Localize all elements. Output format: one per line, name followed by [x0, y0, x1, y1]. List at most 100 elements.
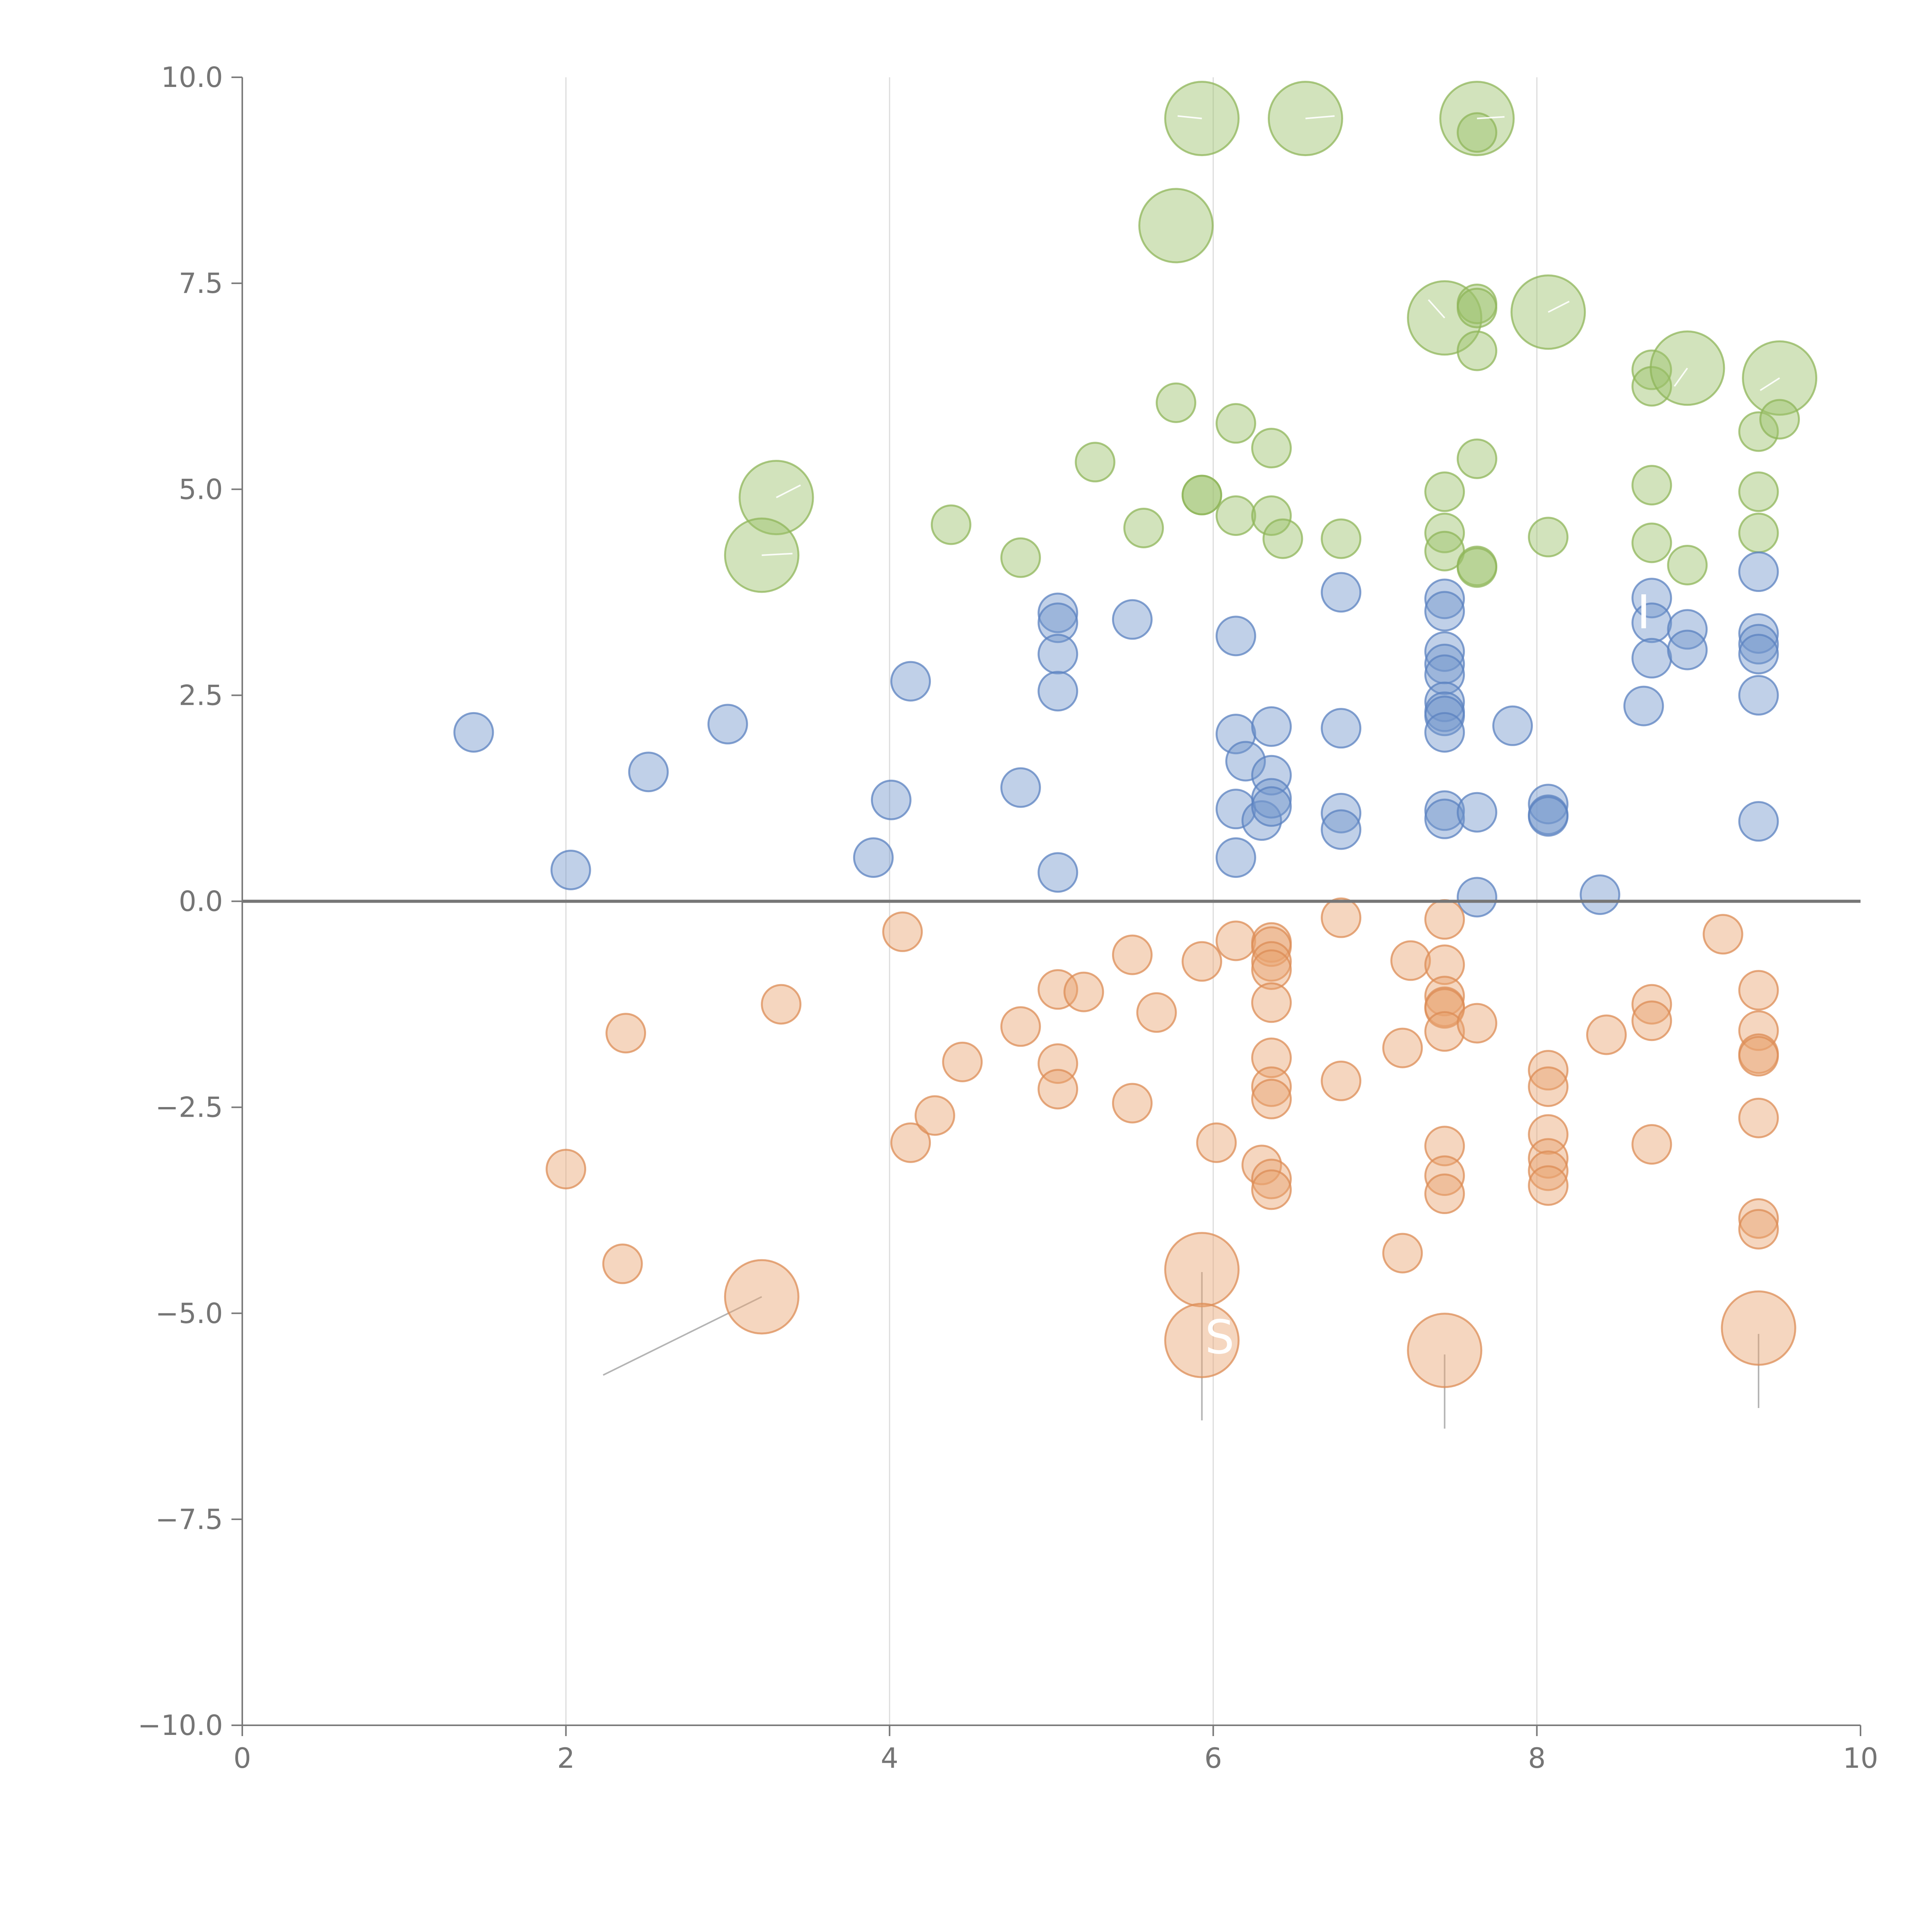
- bubble-orange: [602, 1243, 643, 1284]
- series-green: [724, 81, 1818, 593]
- bubble-green: [1424, 512, 1465, 553]
- bubble-green: [1738, 471, 1779, 512]
- bubble-green: [1424, 471, 1465, 512]
- bubble-orange: [1528, 1066, 1569, 1107]
- bubble-orange: [1424, 1126, 1465, 1167]
- bubble-orange: [1528, 1165, 1569, 1206]
- bubble-blue: [1251, 778, 1292, 819]
- bubble-orange: [1738, 1198, 1779, 1239]
- y-tick-label: 7.5: [179, 267, 223, 299]
- bubble-green: [1759, 399, 1800, 440]
- bubble-orange: [1251, 1169, 1292, 1210]
- bubble-blue: [1215, 616, 1256, 656]
- bubble-blue: [1623, 685, 1664, 726]
- bubble-blue: [1321, 793, 1362, 833]
- bubble-orange: [1321, 897, 1362, 938]
- bubble-orange: [1251, 926, 1292, 967]
- bubble-orange: [1738, 1036, 1779, 1077]
- leader-lines: [603, 1272, 1760, 1429]
- bubble-blue: [707, 704, 748, 745]
- bubble-green: [1456, 112, 1497, 153]
- bubble-orange: [1215, 920, 1256, 961]
- bubble-blue: [1037, 634, 1078, 675]
- bubble-green: [1631, 366, 1672, 407]
- leader-line-white: [776, 484, 801, 498]
- bubble-green: [1667, 544, 1708, 585]
- bubble-green: [1123, 507, 1164, 548]
- bubble-orange: [1321, 1060, 1362, 1101]
- bubble-orange: [1251, 941, 1292, 982]
- y-tick-label: −5.0: [155, 1297, 223, 1330]
- bubble-blue: [1424, 790, 1465, 831]
- bubble-orange: [1196, 1122, 1237, 1163]
- bubble-green: [1631, 522, 1672, 563]
- bubble-green: [1631, 465, 1672, 506]
- bubble-orange: [1424, 1155, 1465, 1196]
- bubble-blue: [1424, 591, 1465, 632]
- leader-line-white: [762, 553, 793, 556]
- bubble-blue: [1738, 551, 1779, 592]
- overlay-label: I: [1637, 586, 1650, 639]
- x-tick-label: 6: [1204, 1742, 1222, 1774]
- bubble-blue: [1738, 675, 1779, 716]
- leader-line-white: [1428, 299, 1446, 319]
- leader-line-white: [1548, 301, 1570, 313]
- large-bubble-green: [1510, 274, 1586, 350]
- bubble-blue: [1321, 708, 1362, 749]
- x-tick-label: 10: [1843, 1742, 1878, 1774]
- bubble-green: [1181, 474, 1222, 515]
- x-tick-label: 2: [557, 1742, 575, 1774]
- bubble-orange: [1181, 941, 1222, 982]
- bubble-blue: [1667, 629, 1708, 670]
- bubble-orange: [1738, 1209, 1779, 1250]
- bubble-green: [1456, 547, 1497, 588]
- bubble-green: [1738, 512, 1779, 553]
- leader-line-white: [1477, 116, 1505, 119]
- overlay-label: S: [1205, 1311, 1234, 1365]
- bubble-orange: [1251, 1158, 1292, 1199]
- bubble-green: [1738, 411, 1779, 452]
- bubble-blue: [1738, 634, 1779, 675]
- bubble-blue: [1456, 877, 1497, 918]
- bubble-orange: [914, 1095, 955, 1136]
- large-bubble-orange: [1721, 1290, 1796, 1366]
- bubble-blue: [1738, 624, 1779, 665]
- y-tick-label: 5.0: [179, 473, 223, 505]
- bubble-green: [1075, 442, 1116, 483]
- bubble-blue: [1424, 798, 1465, 839]
- bubble-green: [1321, 518, 1362, 559]
- bubble-green: [1215, 495, 1256, 536]
- bubble-orange: [1251, 1037, 1292, 1078]
- bubble-blue: [550, 849, 591, 890]
- bubble-green: [1000, 537, 1041, 578]
- leader-line: [603, 1296, 762, 1376]
- bubble-orange: [1528, 1050, 1569, 1091]
- bubble-blue: [871, 779, 912, 820]
- bubble-orange: [1251, 982, 1292, 1023]
- leader-line-white: [1177, 115, 1202, 119]
- axes: [231, 77, 1861, 1736]
- bubble-blue: [1580, 874, 1621, 915]
- bubble-orange: [1586, 1014, 1627, 1055]
- bubble-orange: [1136, 992, 1177, 1033]
- leader-line-white: [1673, 367, 1688, 387]
- bubble-blue: [1037, 852, 1078, 893]
- leader-line-white: [1760, 377, 1780, 391]
- bubble-blue: [1424, 696, 1465, 736]
- y-tick-label: 10.0: [161, 61, 223, 94]
- x-tick-label: 0: [233, 1742, 251, 1774]
- bubble-orange: [1528, 1150, 1569, 1191]
- bubble-blue: [1667, 609, 1708, 650]
- bubbles: [453, 81, 1818, 1388]
- bubble-orange: [1424, 899, 1465, 940]
- y-tick-label: 2.5: [179, 679, 223, 711]
- large-bubble-green: [1650, 330, 1725, 406]
- bubble-orange: [1390, 940, 1431, 981]
- bubble-orange: [1702, 914, 1743, 955]
- bubble-blue: [1424, 681, 1465, 722]
- leader-line-white: [1305, 115, 1335, 119]
- bubble-blue: [1321, 572, 1362, 613]
- bubble-orange: [1631, 984, 1672, 1025]
- bubble-green: [1251, 428, 1292, 469]
